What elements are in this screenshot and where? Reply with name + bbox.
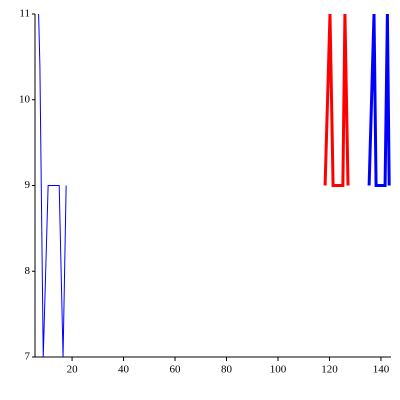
series-line bbox=[38, 13, 67, 358]
x-tick-label: 100 bbox=[270, 364, 287, 376]
y-tick-label: 10 bbox=[19, 93, 31, 105]
y-tick-label: 9 bbox=[25, 179, 31, 191]
x-tick-label: 80 bbox=[221, 364, 233, 376]
y-tick-label: 8 bbox=[25, 265, 31, 277]
x-tick-label: 140 bbox=[373, 364, 390, 376]
x-tick-label: 20 bbox=[67, 364, 79, 376]
x-tick-label: 120 bbox=[321, 364, 338, 376]
series-line bbox=[323, 13, 350, 187]
series-line bbox=[367, 13, 391, 187]
x-tick-label: 40 bbox=[118, 364, 130, 376]
x-tick-label: 60 bbox=[170, 364, 182, 376]
y-tick-label: 7 bbox=[25, 351, 31, 363]
y-tick-label: 11 bbox=[19, 8, 30, 20]
